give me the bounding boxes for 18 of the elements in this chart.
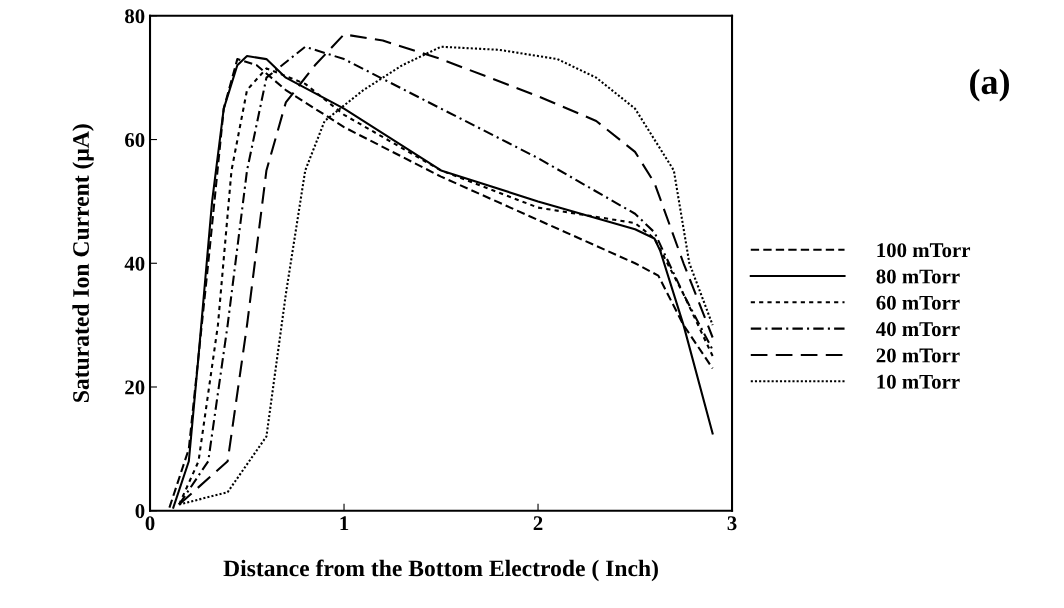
y-tick-label: 0 bbox=[135, 504, 145, 519]
legend-label: 40 mTorr bbox=[876, 322, 960, 337]
y-tick-label: 20 bbox=[125, 380, 145, 395]
legend-label: 20 mTorr bbox=[876, 348, 960, 363]
x-tick-label: 3 bbox=[727, 516, 737, 531]
x-tick-label: 0 bbox=[145, 516, 155, 531]
text: (a) bbox=[970, 68, 1009, 102]
y-tick-label: 80 bbox=[125, 9, 145, 24]
x-axis-title: Distance from the Bottom Electrode ( Inch) bbox=[223, 559, 658, 582]
legend-label: 80 mTorr bbox=[876, 269, 960, 284]
legend-label: 60 mTorr bbox=[876, 295, 960, 310]
legend-label: 10 mTorr bbox=[877, 374, 960, 389]
y-axis-title: Saturated Ion Current (μA) bbox=[72, 124, 94, 402]
legend-label: 100 mTorr bbox=[877, 243, 971, 258]
y-tick-label: 40 bbox=[124, 256, 145, 271]
x-tick-label: 2 bbox=[533, 516, 543, 531]
x-tick-label: 1 bbox=[340, 516, 349, 531]
y-tick-label: 60 bbox=[125, 132, 145, 147]
